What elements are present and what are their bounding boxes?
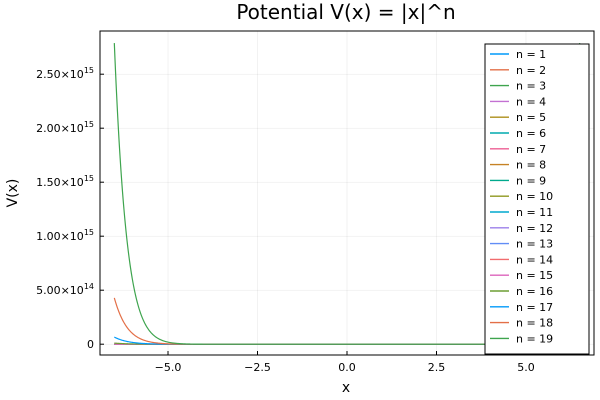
y-tick-label: 5.00×1014 (36, 282, 94, 297)
x-tick-label: 5.0 (517, 361, 535, 374)
x-axis-label: x (342, 380, 350, 396)
legend-entry: n = 16 (516, 285, 553, 298)
legend-entry: n = 11 (516, 206, 553, 219)
legend-entry: n = 10 (516, 190, 553, 203)
legend-entry: n = 18 (516, 317, 553, 330)
legend: n = 1 n = 2 n = 3 n = 4 n = 5 n = 6 n = 7 n = 8… (484, 43, 590, 355)
x-tick-label: 2.5 (428, 361, 446, 374)
legend-entry: n = 14 (516, 253, 553, 266)
y-axis-label: V(x) (5, 179, 21, 208)
legend-entry: n = 13 (516, 238, 553, 251)
y-tick-label: 2.50×1015 (36, 66, 94, 81)
legend-box (484, 43, 590, 355)
legend-entry: n = 5 (516, 111, 546, 124)
chart-title: Potential V(x) = |x|^n (236, 0, 455, 24)
x-tick-label: 0.0 (338, 361, 356, 374)
legend-entry: n = 1 (516, 48, 546, 61)
y-tick-label: 2.00×1015 (36, 120, 94, 135)
legend-entry: n = 4 (516, 95, 546, 108)
legend-entry: n = 7 (516, 143, 546, 156)
legend-entry: n = 6 (516, 127, 546, 140)
legend-entry: n = 8 (516, 159, 546, 172)
x-tick-label: −5.0 (155, 361, 182, 374)
legend-entry: n = 19 (516, 332, 553, 345)
y-tick-label: 1.00×1015 (36, 228, 94, 243)
legend-entry: n = 9 (516, 174, 546, 187)
legend-entry: n = 17 (516, 301, 553, 314)
y-tick-label: 1.50×1015 (36, 174, 94, 189)
legend-entry: n = 15 (516, 269, 553, 282)
legend-entry: n = 3 (516, 80, 546, 93)
legend-entry: n = 12 (516, 222, 553, 235)
x-tick-label: −2.5 (244, 361, 271, 374)
y-tick-label: 0 (87, 338, 94, 351)
legend-entry: n = 2 (516, 64, 546, 77)
axis-ticks: −5.0 −2.5 0.0 2.5 5.0 0 5.00×1014 1.00×1015 1.50… (36, 66, 535, 374)
